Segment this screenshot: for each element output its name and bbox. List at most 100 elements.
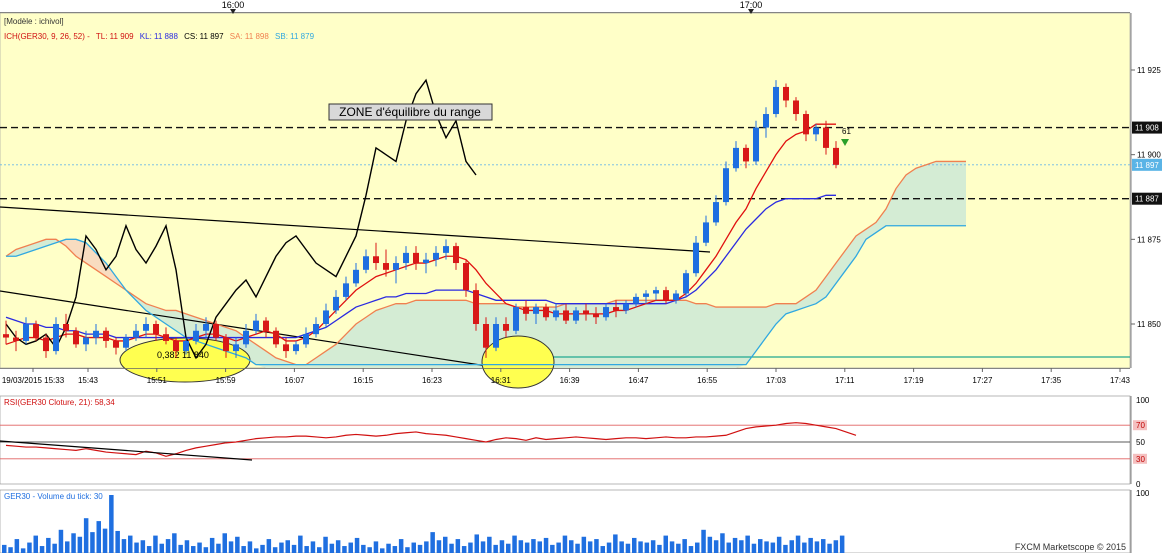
time-tick-label: 16:15 [353, 376, 374, 385]
volume-bar [65, 541, 70, 553]
candle [573, 307, 579, 324]
volume-bar [392, 546, 398, 553]
ichimoku-lines [5, 78, 966, 366]
candle-body [623, 303, 629, 311]
time-tick-label: 17:35 [1041, 376, 1062, 385]
volume-bar [140, 540, 146, 553]
volume-bar [739, 540, 744, 553]
copyright: FXCM Marketscope © 2015 [1015, 542, 1126, 552]
candle-body [653, 290, 659, 294]
volume-bar [449, 543, 454, 553]
volume-bar [285, 540, 290, 553]
price-tag-label: 11 908 [1135, 124, 1159, 133]
volume-bar [550, 544, 555, 553]
candle-body [803, 114, 809, 135]
candle-body [613, 307, 619, 311]
volume-bar [146, 546, 152, 553]
volume-bar [537, 541, 542, 553]
zone-annotation[interactable]: ZONE d'équilibre du range [328, 103, 493, 121]
candle [603, 303, 609, 321]
volume-bar [354, 537, 360, 553]
volume-bar [266, 539, 272, 553]
candle-body [63, 324, 69, 331]
volume-bar [443, 536, 448, 553]
volume-bar [96, 521, 101, 553]
volume-bar [594, 539, 599, 553]
volume-bar [770, 542, 776, 553]
candle-body [153, 324, 159, 335]
volume-bar [373, 541, 379, 553]
chikou-line [5, 78, 477, 360]
candle-body [823, 127, 829, 148]
candle [253, 313, 259, 335]
candle-body [783, 86, 789, 101]
candle-body [503, 324, 509, 331]
candle [453, 242, 459, 270]
candle-body [123, 337, 129, 348]
cloud-segment [936, 161, 946, 226]
candle [673, 290, 679, 304]
volume-bar [71, 533, 76, 553]
rsi-tick-label: 70 [1136, 421, 1145, 430]
volume-bar [247, 541, 253, 553]
volume-bar [380, 548, 385, 553]
senkou-a-line [5, 160, 966, 366]
candle-body [583, 310, 589, 314]
cloud-segment [376, 307, 386, 368]
cloud-segment [816, 276, 826, 304]
candle [523, 300, 529, 321]
volume-axis: 100 [1130, 489, 1150, 553]
volume-bar [33, 535, 38, 553]
price-tick-label: 11 925 [1137, 66, 1161, 75]
candle-body [143, 324, 149, 331]
rsi-tick-label: 50 [1136, 438, 1145, 447]
candle-body [173, 340, 179, 352]
rsi-tag [1133, 453, 1147, 464]
volume-bar [676, 543, 681, 553]
volume-bar [606, 542, 612, 553]
cloud-segment [266, 351, 276, 368]
price-tick-label: 11 900 [1137, 151, 1161, 160]
rsi-trendline [0, 440, 253, 461]
candle [643, 290, 649, 304]
volume-bar [291, 544, 297, 553]
candle [783, 83, 789, 108]
candle [623, 300, 629, 314]
candlesticks[interactable] [3, 80, 839, 358]
volume-bar [241, 546, 246, 553]
rsi-panel[interactable] [0, 395, 1131, 485]
cloud-segment [406, 300, 416, 368]
volume-bar [808, 537, 813, 553]
candle-body [453, 246, 459, 264]
candle-body [433, 252, 439, 260]
candle [163, 327, 169, 345]
model-label: [Modèle : ichivol] [4, 17, 64, 26]
volume-bar [386, 543, 391, 553]
time-tick-label: 16:07 [284, 376, 305, 385]
fib-label: 0,382 11 840 [157, 350, 209, 360]
time-tick-label: 19/03/2015 15:33 [2, 376, 65, 385]
volume-bar [8, 547, 13, 553]
cloud-segment [626, 300, 636, 368]
candle-body [733, 147, 739, 169]
candle [463, 259, 469, 297]
cloud-segment [876, 208, 886, 233]
candle [563, 303, 569, 324]
cloud-segment [366, 310, 376, 368]
volume-bar [159, 543, 164, 553]
cloud-segment [656, 300, 666, 368]
candle-body [773, 86, 779, 115]
candle [663, 286, 669, 304]
candle [403, 246, 409, 270]
volume-bar [102, 528, 108, 553]
candle-body [163, 334, 169, 341]
candle [323, 303, 329, 328]
volume-bar [795, 535, 801, 553]
candle [23, 317, 29, 345]
candle-body [633, 296, 639, 304]
candle [363, 249, 369, 274]
candle [443, 239, 449, 260]
volume-bar [732, 537, 738, 553]
volume-bar [764, 541, 769, 553]
